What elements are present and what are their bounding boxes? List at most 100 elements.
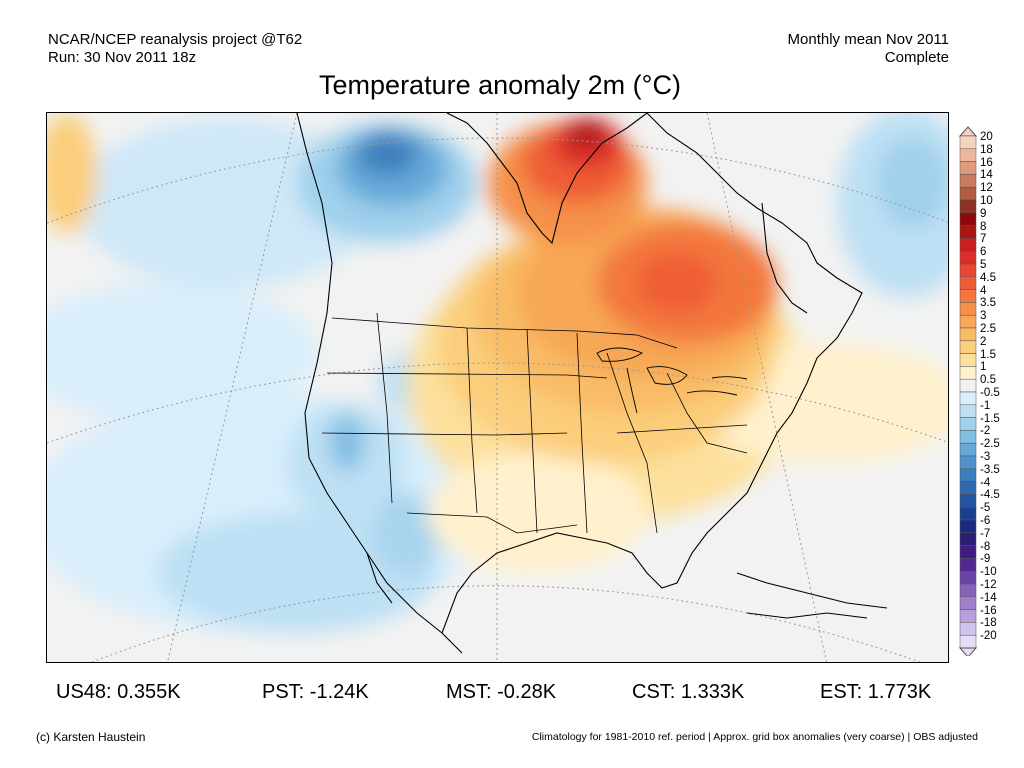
period-label: Monthly mean Nov 2011 [787, 31, 949, 48]
colorbar-tick-label: -1.5 [980, 412, 1000, 425]
colorbar-swatch [959, 327, 977, 342]
colorbar-tick-label: -4.5 [980, 489, 1000, 502]
colorbar-swatch [959, 314, 977, 329]
colorbar-swatch [959, 609, 977, 623]
colorbar-swatch [959, 634, 977, 649]
colorbar-swatch [959, 289, 977, 303]
colorbar-tick-label: -3.5 [980, 463, 1000, 476]
colorbar-swatch [959, 276, 977, 290]
copyright: (c) Karsten Haustein [36, 730, 146, 744]
header-right: Monthly mean Nov 2011 Complete [788, 31, 949, 67]
colorbar-swatch [959, 148, 977, 162]
colorbar-tick-label: 3 [980, 310, 987, 323]
colorbar-tick-label: -4 [980, 476, 991, 489]
colorbar-tick-label: 8 [980, 220, 987, 233]
colorbar-swatch [959, 161, 977, 175]
colorbar-tick-label: 6 [980, 246, 987, 259]
colorbar [958, 126, 978, 656]
colorbar-tick-label: 5 [980, 259, 987, 271]
colorbar-swatch [959, 519, 977, 534]
colorbar-tick-label: 2.5 [980, 323, 996, 335]
colorbar-tick-label: -7 [980, 527, 991, 540]
colorbar-swatch [959, 404, 977, 418]
anomaly-shading [47, 113, 948, 633]
colorbar-swatch [959, 135, 977, 150]
stat-cst: CST: 1.333K [632, 681, 745, 703]
colorbar-tick-label: 14 [980, 169, 993, 182]
colorbar-tick-label: -3 [980, 451, 991, 463]
great-lakes [596, 347, 748, 414]
colorbar-tick-label: 7 [980, 233, 987, 246]
methodology-note: Climatology for 1981-2010 ref. period | … [531, 731, 978, 743]
colorbar-tick-label: 3.5 [980, 297, 996, 310]
colorbar-swatch [959, 366, 977, 380]
colorbar-swatch [959, 353, 977, 367]
colorbar-tick-label: 1 [980, 361, 987, 374]
colorbar-swatch [959, 596, 977, 610]
colorbar-swatch [959, 532, 977, 546]
colorbar-tick-label: -2 [980, 425, 991, 438]
colorbar-tick-label: -0.5 [980, 387, 1000, 399]
colorbar-swatch [959, 468, 977, 482]
colorbar-swatch [959, 250, 977, 265]
colorbar-swatch [959, 481, 977, 495]
colorbar-tick-label: 0.5 [980, 374, 996, 387]
graticule [47, 113, 948, 662]
colorbar-swatch [959, 558, 977, 572]
colorbar-swatch [959, 545, 977, 559]
colorbar-tick-label: -1 [980, 399, 991, 412]
colorbar-swatch [959, 212, 977, 226]
colorbar-swatch [959, 506, 977, 521]
colorbar-tick-label: 16 [980, 156, 993, 169]
status-label: Complete [884, 49, 949, 66]
colorbar-swatch [959, 302, 977, 316]
colorbar-tick-label: -16 [980, 604, 997, 617]
colorbar-tick-label: 9 [980, 207, 987, 220]
colorbar-swatch [959, 622, 977, 636]
coastlines [296, 113, 888, 654]
colorbar-tick-label: -14 [980, 591, 997, 604]
colorbar-tick-label: 4 [980, 284, 987, 297]
colorbar-tick-label: -5 [980, 502, 991, 515]
colorbar-tick-label: -2.5 [980, 438, 1000, 451]
stat-us48: US48: 0.355K [56, 681, 181, 703]
regional-stats: US48: 0.355K PST: -1.24K MST: -0.28K CST… [0, 681, 1024, 705]
colorbar-swatch [959, 494, 977, 508]
political-borders [321, 312, 748, 534]
colorbar-swatch [959, 238, 977, 252]
colorbar-swatch [959, 378, 977, 393]
colorbar-swatch [959, 340, 977, 354]
colorbar-arrow-top [958, 126, 978, 137]
map-title: Temperature anomaly 2m (°C) [319, 70, 681, 100]
model-label: NCAR/NCEP reanalysis project @T62 [48, 31, 303, 48]
colorbar-tick-label: 20 [980, 131, 993, 143]
colorbar-tick-label: 1.5 [980, 348, 996, 361]
colorbar-swatch [959, 583, 977, 598]
colorbar-tick-label: -6 [980, 515, 991, 527]
colorbar-tick-label: 4.5 [980, 271, 996, 284]
colorbar-tick-label: -10 [980, 566, 997, 579]
stat-pst: PST: -1.24K [262, 681, 369, 703]
colorbar-tick-label: -12 [980, 579, 997, 591]
colorbar-swatch [959, 417, 977, 431]
colorbar-arrow-bottom [958, 647, 978, 656]
colorbar-tick-label: 2 [980, 335, 987, 348]
colorbar-tick-label: 18 [980, 143, 993, 156]
colorbar-swatch [959, 391, 977, 406]
map-svg [47, 113, 948, 662]
colorbar-swatch [959, 186, 977, 201]
colorbar-swatch [959, 570, 977, 585]
colorbar-tick-label: -18 [980, 617, 997, 630]
colorbar-tick-label: 12 [980, 182, 993, 195]
colorbar-swatch [959, 455, 977, 470]
stat-mst: MST: -0.28K [446, 681, 557, 703]
colorbar-tick-label: -8 [980, 540, 991, 553]
colorbar-tick-label: -20 [980, 630, 997, 643]
colorbar-tick-label: -9 [980, 553, 991, 566]
colorbar-swatch [959, 199, 977, 214]
colorbar-swatch [959, 442, 977, 457]
colorbar-swatch [959, 174, 977, 188]
colorbar-swatch [959, 225, 977, 239]
colorbar-tick-label: 10 [980, 195, 993, 207]
anomaly-map [46, 112, 949, 663]
